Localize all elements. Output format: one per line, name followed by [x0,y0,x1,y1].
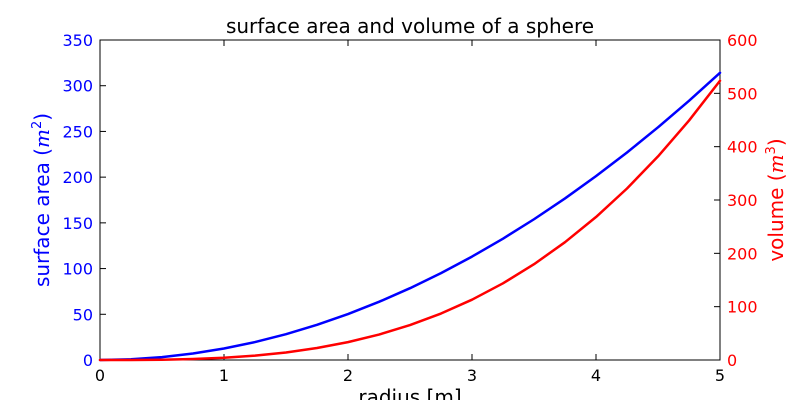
right-y-tick-label: 100 [727,298,758,317]
right-y-axis-label-unit-base: m [764,154,788,173]
volume-series-line [98,79,722,362]
right-y-axis-label-text: volume ( [764,173,788,261]
right-y-tick-label: 400 [727,138,758,157]
right-y-tick-label: 500 [727,84,758,103]
left-y-axis-label-text: surface area ( [30,148,54,287]
right-y-axis-label-close: ) [764,138,788,146]
left-y-tick-label: 250 [62,122,93,141]
right-y-tick-label: 200 [727,244,758,263]
left-y-axis-label-unit-exp: 2 [30,121,45,129]
left-y-axis-label: surface area (m2) [30,113,54,287]
right-y-tick-label: 600 [727,31,758,50]
plot-frame [99,39,721,361]
right-y-axis-label: volume (m3) [764,138,788,261]
left-y-tick-label: 200 [62,168,93,187]
left-y-axis-label-close: ) [30,113,54,121]
x-axis-label: radius [m] [358,385,461,400]
x-tick-label: 2 [343,366,353,385]
right-y-tick-label: 0 [727,351,737,370]
left-y-tick-label: 50 [73,305,93,324]
left-y-tick-label: 100 [62,260,93,279]
surface-area-series-line [98,71,722,362]
x-tick-label: 5 [715,366,725,385]
left-y-tick-label: 350 [62,31,93,50]
x-tick-label: 1 [219,366,229,385]
x-tick-label: 0 [95,366,105,385]
right-y-axis-label-unit-exp: 3 [764,146,779,154]
chart-title: surface area and volume of a sphere [226,14,594,38]
left-y-tick-label: 0 [83,351,93,370]
left-y-tick-label: 300 [62,77,93,96]
x-tick-label: 3 [467,366,477,385]
left-y-tick-label: 150 [62,214,93,233]
x-tick-label: 4 [591,366,601,385]
left-y-axis-label-unit-base: m [30,129,54,148]
right-y-tick-label: 300 [727,191,758,210]
